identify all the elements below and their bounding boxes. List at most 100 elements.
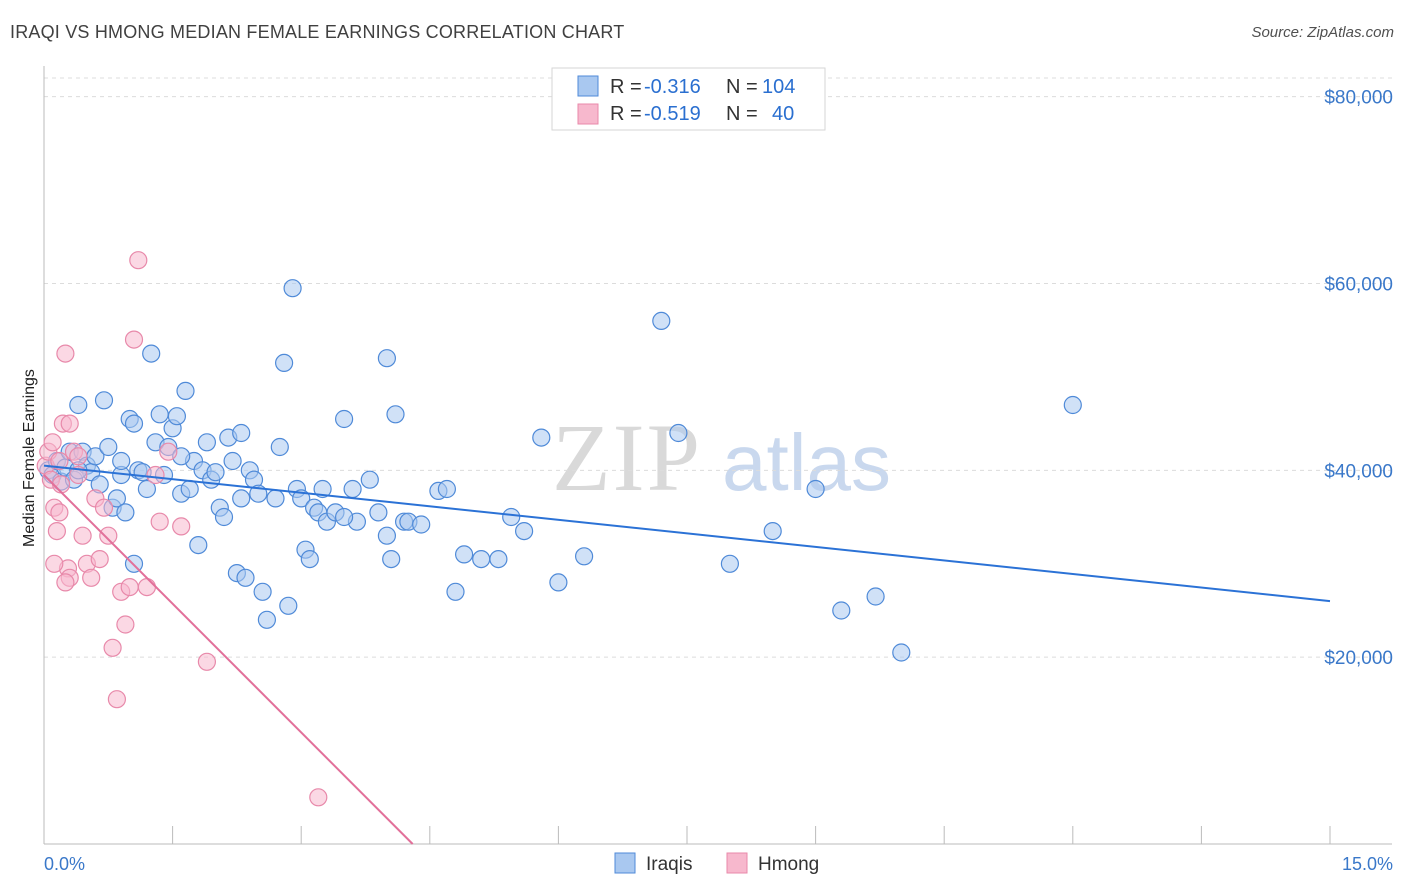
data-point-hmong [56, 573, 75, 592]
data-point-hmong [94, 498, 114, 517]
data-point-iraqis [94, 391, 114, 410]
data-point-iraqis [189, 535, 208, 555]
data-point-iraqis [446, 582, 465, 601]
data-point-iraqis [720, 554, 740, 573]
data-point-hmong [51, 475, 71, 494]
correlation-legend: R = -0.316 N = 104 R = -0.519 N = 40 [551, 67, 826, 131]
legend-r-value-1: -0.519 [644, 103, 701, 125]
data-point-iraqis [99, 437, 118, 457]
y-tick-label: $60,000 [1324, 275, 1393, 296]
data-point-iraqis [142, 344, 161, 363]
data-point-hmong [309, 788, 328, 807]
data-point-iraqis [892, 643, 911, 662]
data-point-iraqis [502, 507, 521, 527]
data-point-iraqis [335, 409, 354, 429]
legend-r-label-1: R = [610, 103, 642, 125]
data-point-iraqis [532, 428, 551, 447]
data-point-iraqis [257, 610, 276, 629]
data-point-iraqis [455, 545, 474, 564]
axes [43, 66, 1392, 845]
chart-title: IRAQI VS HMONG MEDIAN FEMALE EARNINGS CO… [10, 22, 625, 42]
data-point-iraqis [377, 349, 396, 368]
data-point-iraqis [360, 470, 379, 489]
data-point-iraqis [69, 395, 88, 415]
legend-swatch-hmong [577, 103, 599, 125]
legend-n-label-1: N = [726, 103, 758, 125]
data-point-iraqis [377, 526, 396, 545]
data-point-hmong [50, 503, 69, 522]
data-point-iraqis [107, 489, 127, 508]
legend-r-label-0: R = [610, 76, 642, 98]
y-axis-title: Median Female Earnings [21, 369, 38, 547]
data-point-iraqis [206, 463, 225, 482]
data-point-hmong [82, 568, 101, 587]
data-point-iraqis [382, 549, 401, 569]
data-point-iraqis [437, 479, 456, 499]
data-point-iraqis [279, 596, 298, 615]
data-point-iraqis [669, 423, 688, 443]
source-label: Source: ZipAtlas.com [1251, 24, 1394, 41]
data-point-hmong [43, 433, 62, 452]
data-point-iraqis [343, 479, 362, 499]
data-point-iraqis [253, 582, 272, 601]
data-point-hmong [50, 451, 69, 471]
data-point-hmong [129, 251, 148, 270]
data-point-iraqis [236, 568, 255, 587]
data-point-iraqis [180, 479, 199, 499]
data-point-hmong [172, 517, 191, 536]
data-point-hmong [124, 330, 144, 349]
y-tick-label: $20,000 [1324, 648, 1393, 669]
data-point-iraqis [266, 489, 285, 508]
data-point-iraqis [763, 521, 782, 541]
data-point-iraqis [313, 479, 332, 499]
data-point-hmong [90, 549, 109, 569]
data-point-iraqis [223, 451, 242, 471]
data-point-iraqis [116, 503, 135, 522]
legend-swatch-iraqis [577, 75, 599, 97]
x-tick-label-max: 15.0% [1342, 854, 1393, 874]
data-point-hmong [103, 638, 122, 657]
data-point-iraqis [652, 311, 671, 330]
data-point-iraqis [124, 414, 144, 433]
y-tick-labels: $20,000 $40,000 $60,000 $80,000 [1324, 88, 1393, 669]
legend-n-value-0: 104 [762, 76, 795, 98]
bottom-legend-label-iraqis: Iraqis [646, 854, 692, 875]
data-point-iraqis [412, 515, 431, 534]
data-point-hmong [69, 447, 88, 466]
data-point-iraqis [514, 521, 534, 541]
data-point-iraqis [214, 507, 234, 527]
data-point-iraqis [549, 573, 568, 592]
data-point-iraqis [112, 451, 131, 471]
bottom-legend-swatch-iraqis [614, 852, 636, 874]
data-point-hmong [99, 526, 118, 545]
y-tick-label: $80,000 [1324, 88, 1393, 109]
data-point-hmong [120, 577, 139, 597]
data-point-iraqis [275, 353, 294, 372]
data-point-hmong [107, 690, 127, 709]
data-point-iraqis [489, 549, 508, 569]
data-point-iraqis [150, 405, 169, 424]
series-iraqis-points [39, 279, 1082, 662]
data-point-iraqis [167, 407, 186, 426]
data-point-hmong [197, 652, 216, 671]
legend-r-value-0: -0.316 [644, 76, 701, 98]
data-point-hmong [56, 344, 75, 363]
data-point-hmong [146, 465, 165, 485]
data-point-iraqis [1063, 395, 1082, 415]
data-point-hmong [73, 526, 92, 545]
data-point-iraqis [369, 503, 388, 522]
watermark-atlas: atlas [722, 418, 891, 507]
data-point-hmong [159, 442, 178, 461]
series-hmong-points [36, 251, 328, 807]
data-point-iraqis [137, 479, 156, 499]
data-point-iraqis [283, 279, 302, 298]
x-tick-label-min: 0.0% [44, 854, 85, 874]
data-point-iraqis [232, 423, 251, 443]
data-point-iraqis [270, 437, 289, 457]
data-point-hmong [60, 414, 79, 433]
bottom-legend-label-hmong: Hmong [758, 854, 819, 875]
data-point-hmong [69, 465, 88, 485]
y-tick-label: $40,000 [1324, 461, 1393, 482]
data-point-iraqis [232, 489, 251, 508]
data-point-hmong [116, 615, 135, 634]
